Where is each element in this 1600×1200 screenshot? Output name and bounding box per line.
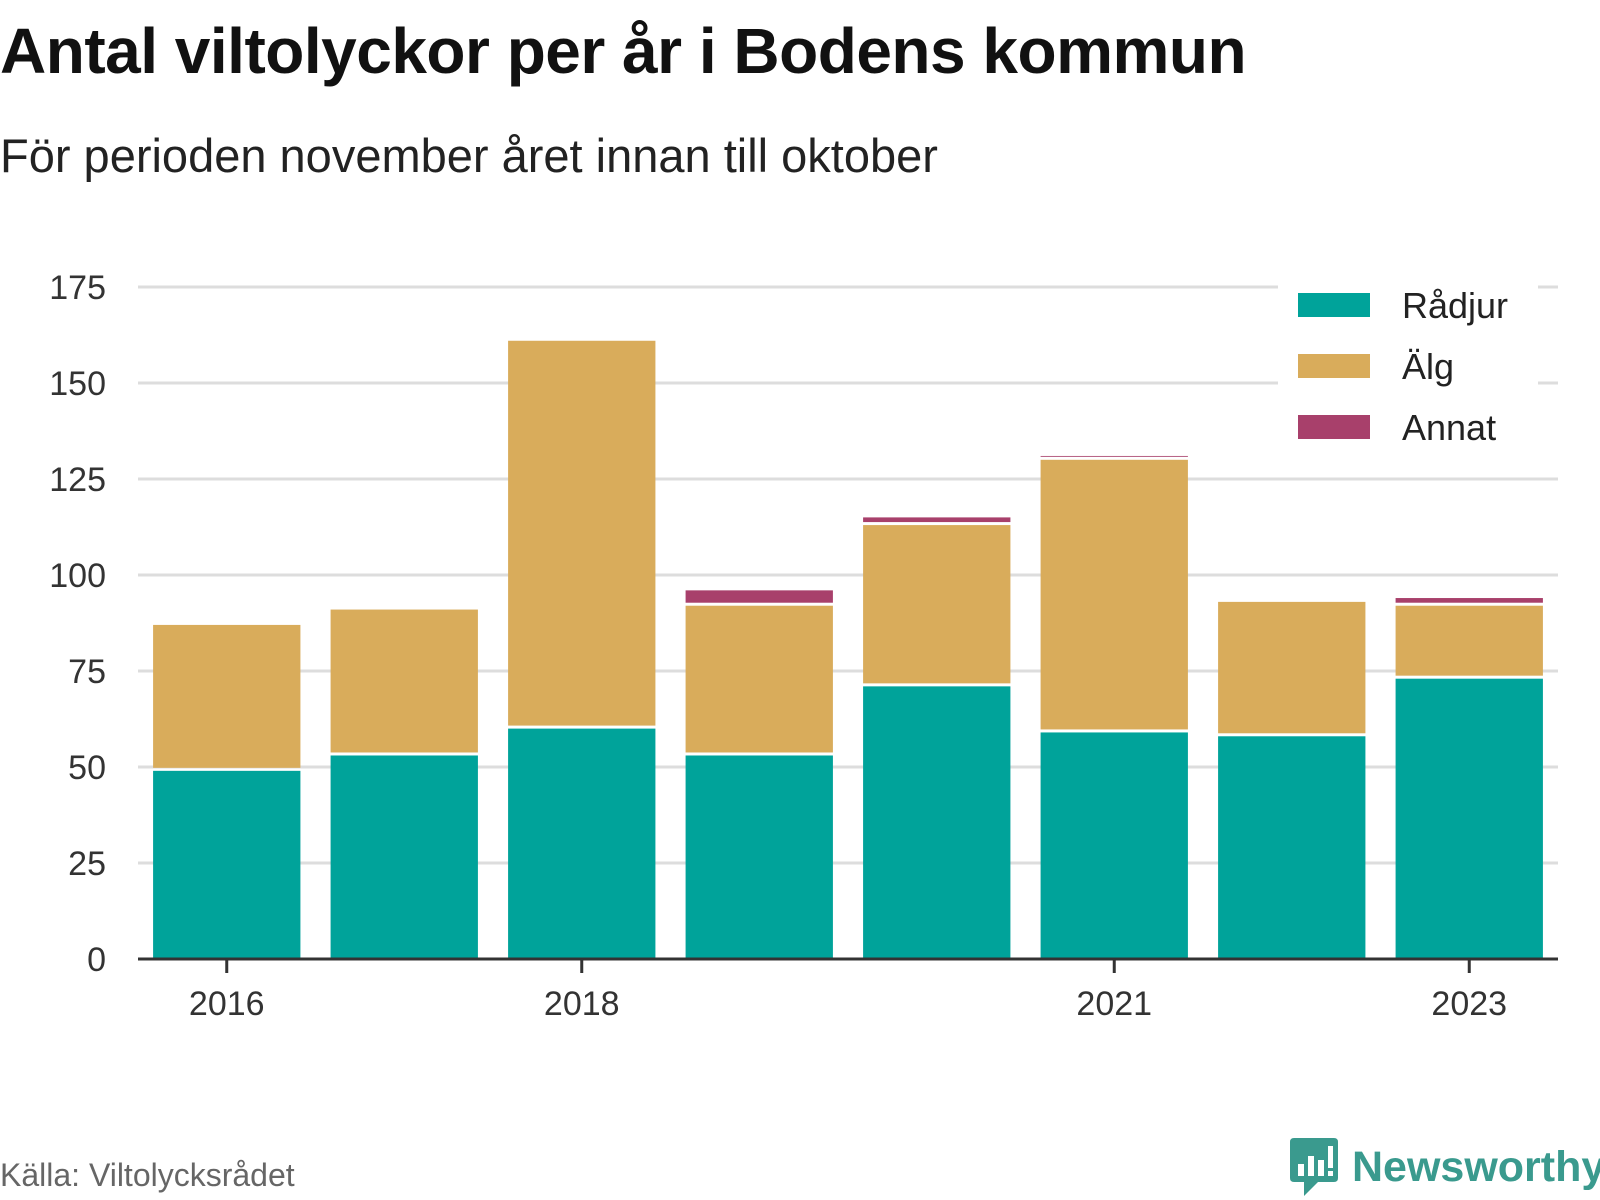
y-tick-label: 100 (49, 557, 106, 595)
y-tick-label: 0 (87, 941, 106, 979)
bar-älg-2019[interactable] (685, 605, 833, 753)
bar-älg-2016[interactable] (153, 624, 301, 768)
bar-rådjur-2017[interactable] (330, 755, 478, 959)
x-tick-label: 2021 (1076, 985, 1152, 1023)
y-tick-label: 75 (68, 653, 106, 691)
bar-rådjur-2018[interactable] (508, 728, 656, 959)
y-tick-label: 125 (49, 461, 106, 499)
brand-logo[interactable]: Newsworthy (1290, 1138, 1600, 1196)
legend-swatch-rådjur (1298, 293, 1370, 317)
chart-title: Antal viltolyckor per år i Bodens kommun (0, 15, 1247, 87)
bar-älg-2021[interactable] (1040, 459, 1188, 730)
x-tick-label: 2016 (189, 985, 265, 1023)
x-axis: 2016 2018 2021 2023 (138, 957, 1558, 1023)
brand-name: Newsworthy (1352, 1142, 1600, 1191)
bar-rådjur-2020[interactable] (863, 686, 1011, 959)
y-axis-ticks: 0 25 50 75 100 125 150 175 (49, 269, 106, 979)
bar-annat-2021[interactable] (1040, 455, 1188, 457)
y-tick-label: 150 (49, 365, 106, 403)
legend-swatch-älg (1298, 354, 1370, 378)
bar-älg-2020[interactable] (863, 525, 1011, 684)
bar-rådjur-2021[interactable] (1040, 732, 1188, 959)
bar-annat-2019[interactable] (685, 590, 833, 603)
source-note: Källa: Viltolycksrådet (0, 1157, 295, 1193)
bar-rådjur-2019[interactable] (685, 755, 833, 959)
legend-swatch-annat (1298, 415, 1370, 439)
legend: Rådjur Älg Annat (1278, 280, 1538, 452)
bar-annat-2023[interactable] (1395, 598, 1543, 603)
legend-label-rådjur: Rådjur (1402, 285, 1508, 326)
y-tick-label: 50 (68, 749, 106, 787)
bar-älg-2018[interactable] (508, 340, 656, 726)
y-tick-label: 175 (49, 269, 106, 307)
y-tick-label: 25 (68, 845, 106, 883)
bar-rådjur-2022[interactable] (1218, 736, 1366, 959)
bar-annat-2020[interactable] (863, 517, 1011, 523)
bar-rådjur-2023[interactable] (1395, 678, 1543, 959)
stacked-bar-chart: 0 25 50 75 100 125 150 175 2016 2018 2021 2023 Råd… (49, 269, 1558, 1023)
x-tick-label: 2023 (1431, 985, 1507, 1023)
legend-label-annat: Annat (1402, 407, 1496, 448)
bar-älg-2022[interactable] (1218, 601, 1366, 734)
bar-älg-2017[interactable] (330, 609, 478, 753)
legend-label-älg: Älg (1402, 346, 1454, 387)
bars (153, 340, 1543, 959)
x-tick-label: 2018 (544, 985, 620, 1023)
bar-rådjur-2016[interactable] (153, 770, 301, 959)
newsworthy-logo-icon (1290, 1138, 1338, 1196)
bar-älg-2023[interactable] (1395, 605, 1543, 676)
chart-subtitle: För perioden november året innan till ok… (0, 129, 938, 182)
